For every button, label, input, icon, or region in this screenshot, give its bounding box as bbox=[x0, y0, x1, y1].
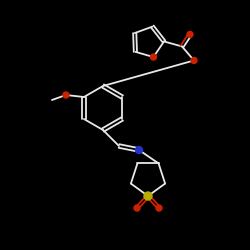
Circle shape bbox=[156, 205, 162, 211]
Circle shape bbox=[134, 205, 140, 211]
Circle shape bbox=[191, 58, 197, 64]
Circle shape bbox=[136, 146, 142, 154]
Circle shape bbox=[63, 92, 69, 98]
Circle shape bbox=[144, 192, 152, 200]
Circle shape bbox=[187, 32, 193, 38]
Circle shape bbox=[150, 54, 156, 60]
